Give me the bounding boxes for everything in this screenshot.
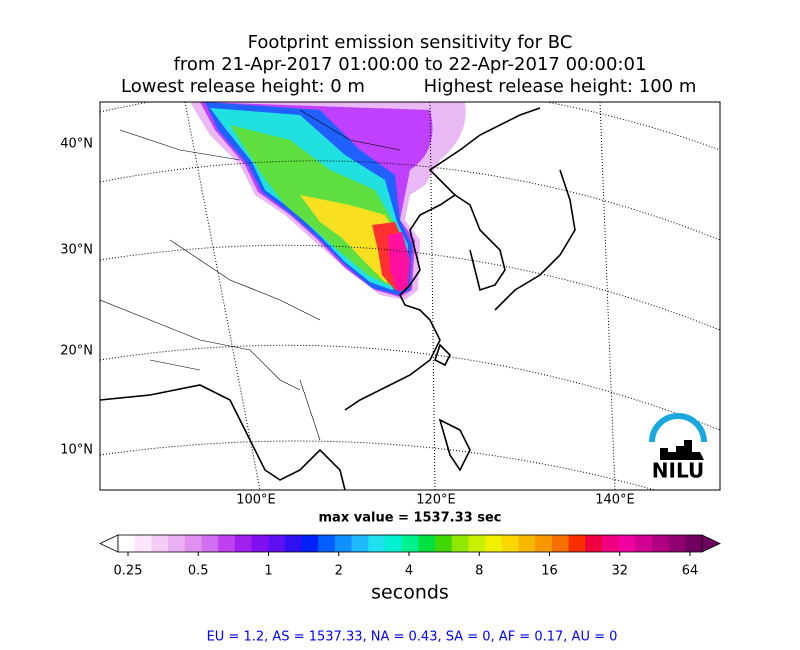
colorbar-extend-low (99, 534, 119, 553)
colorbar-swatch (535, 535, 553, 552)
plume-magenta (388, 232, 410, 292)
colorbar-swatch (134, 535, 152, 552)
lon-labels: 100°E 120°E 140°E (236, 493, 635, 508)
colorbar-swatch (668, 535, 686, 552)
lat-label: 20°N (60, 344, 93, 359)
colorbar-swatch (418, 535, 436, 552)
colorbar-tick-label: 1 (264, 564, 272, 579)
colorbar-swatch (485, 535, 503, 552)
lowest-height: Lowest release height: 0 m (121, 76, 365, 97)
colorbar-extend-high (701, 534, 721, 553)
colorbar-swatch (168, 535, 186, 552)
colorbar-tick-label: 2 (335, 564, 343, 579)
colorbar-tick-label: 4 (405, 564, 413, 579)
colorbar-swatch (401, 535, 419, 552)
colorbar-swatch (551, 535, 569, 552)
colorbar-swatch (284, 535, 302, 552)
max-value: max value = 1537.33 sec (319, 511, 502, 526)
colorbar-tick-label: 32 (611, 564, 628, 579)
colorbar-swatch (468, 535, 486, 552)
colorbar-swatch (201, 535, 219, 552)
colorbar-tick-label: 64 (682, 564, 699, 579)
colorbar-swatch (451, 535, 469, 552)
colorbar-swatch (351, 535, 369, 552)
colorbar-swatch (651, 535, 669, 552)
colorbar-swatch (618, 535, 636, 552)
colorbar-tick-label: 8 (475, 564, 483, 579)
colorbar-swatch (435, 535, 453, 552)
colorbar-swatch (635, 535, 653, 552)
colorbar-swatch (234, 535, 252, 552)
colorbar-swatch (318, 535, 336, 552)
lat-labels: 40°N 30°N 20°N 10°N (60, 137, 93, 458)
colorbar-tick-label: 0.25 (114, 564, 143, 579)
colorbar-swatch (301, 535, 319, 552)
colorbar-swatch (151, 535, 169, 552)
colorbar-swatch (334, 535, 352, 552)
colorbar-swatch (118, 535, 135, 552)
colorbar-tick-label: 0.5 (188, 564, 209, 579)
period: from 21-Apr-2017 01:00:00 to 22-Apr-2017… (174, 54, 647, 75)
lon-label: 100°E (236, 493, 276, 508)
lat-label: 40°N (60, 137, 93, 152)
colorbar-tick-label: 16 (541, 564, 558, 579)
lon-label: 120°E (416, 493, 456, 508)
colorbar-swatch (501, 535, 519, 552)
map: NILU (100, 102, 720, 490)
title: Footprint emission sensitivity for BC (248, 32, 573, 53)
colorbar-swatch (601, 535, 619, 552)
colorbar-swatch (218, 535, 236, 552)
lat-label: 10°N (60, 443, 93, 458)
map-frame (99, 101, 721, 491)
colorbar-swatch (184, 535, 202, 552)
colorbar-swatch (518, 535, 536, 552)
highest-height: Highest release height: 100 m (424, 76, 697, 97)
colorbar-swatch (384, 535, 402, 552)
colorbar-swatch (685, 535, 703, 552)
lat-label: 30°N (60, 243, 93, 258)
lon-label: 140°E (595, 493, 635, 508)
colorbar-swatch (585, 535, 603, 552)
region-stats: EU = 1.2, AS = 1537.33, NA = 0.43, SA = … (207, 630, 618, 645)
plume-yellow (300, 195, 400, 282)
colorbar-swatch (568, 535, 586, 552)
colorbar: 0.25 0.5 1 2 4 8 16 32 64 (99, 534, 721, 579)
colorbar-swatch (251, 535, 269, 552)
colorbar-swatch (368, 535, 386, 552)
colorbar-label: seconds (371, 582, 449, 604)
colorbar-swatch (268, 535, 286, 552)
colorbar-frame (117, 534, 703, 553)
logo-text: NILU (652, 459, 704, 483)
